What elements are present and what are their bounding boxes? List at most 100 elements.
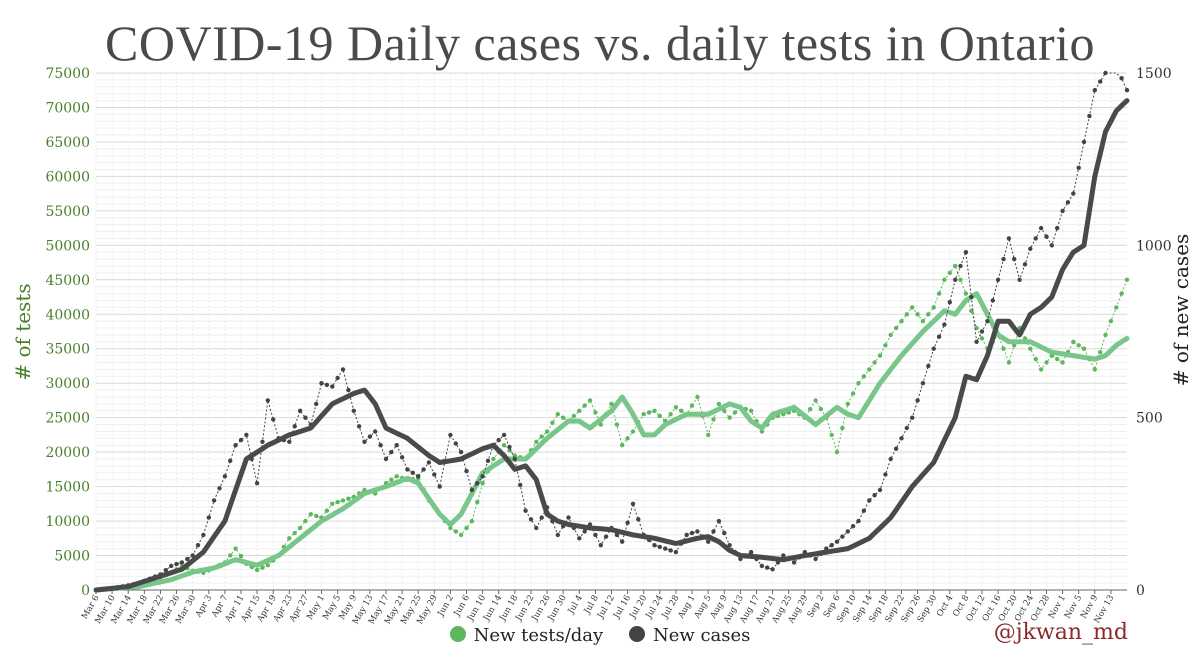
daily-point <box>936 334 942 339</box>
daily-point <box>689 403 695 408</box>
daily-point <box>657 544 662 550</box>
daily-point <box>904 425 909 431</box>
daily-point <box>421 467 426 472</box>
daily-point <box>689 530 695 536</box>
daily-point <box>217 486 222 491</box>
y-tick-left: 30000 <box>45 376 90 392</box>
legend-label-tests: New tests/day <box>473 624 604 646</box>
daily-point <box>652 408 657 413</box>
daily-point <box>732 410 738 415</box>
daily-point <box>453 529 458 534</box>
daily-point <box>706 432 711 438</box>
daily-point <box>512 456 517 462</box>
daily-point <box>893 325 899 331</box>
daily-point <box>850 524 856 529</box>
daily-point <box>1071 339 1076 344</box>
daily-point <box>469 487 475 493</box>
legend-item-tests: New tests/day <box>449 624 604 646</box>
daily-point <box>367 434 373 439</box>
daily-point <box>684 532 689 538</box>
daily-point <box>174 561 179 567</box>
daily-point <box>603 534 609 539</box>
daily-point <box>303 518 308 524</box>
daily-point <box>883 343 888 348</box>
daily-point <box>416 474 421 479</box>
daily-point <box>555 412 560 417</box>
daily-point <box>340 498 346 503</box>
y-tick-left: 0 <box>81 583 90 599</box>
daily-point <box>668 412 673 417</box>
daily-point <box>1028 346 1033 351</box>
daily-point <box>1006 360 1012 365</box>
daily-point <box>453 441 458 446</box>
daily-point <box>620 539 625 544</box>
daily-point <box>630 501 636 506</box>
y-tick-right: 1500 <box>1136 66 1172 82</box>
daily-point <box>405 467 410 472</box>
daily-point <box>759 429 765 434</box>
daily-point <box>1108 319 1114 324</box>
daily-point <box>1103 70 1108 76</box>
daily-point <box>324 508 330 513</box>
daily-point <box>260 565 265 570</box>
daily-point <box>679 408 684 413</box>
series-cases <box>93 70 1130 593</box>
daily-point <box>625 520 630 525</box>
chart-legend: New tests/day New cases <box>0 624 1200 646</box>
daily-point <box>1060 360 1065 365</box>
daily-point <box>195 543 201 548</box>
daily-point <box>539 434 544 439</box>
daily-point <box>748 549 754 555</box>
daily-point <box>926 312 931 317</box>
daily-point <box>926 363 931 369</box>
daily-point <box>324 382 330 388</box>
daily-point <box>915 312 920 317</box>
daily-point <box>432 472 437 477</box>
daily-point <box>228 458 233 463</box>
daily-point <box>1012 256 1017 262</box>
daily-point <box>1071 191 1076 196</box>
daily-point <box>856 381 861 386</box>
daily-point <box>963 250 969 255</box>
y-tick-left: 70000 <box>45 100 90 116</box>
daily-point <box>646 410 652 415</box>
daily-point <box>593 410 598 415</box>
daily-point <box>818 406 824 412</box>
daily-point <box>1044 234 1049 239</box>
daily-point <box>287 439 292 444</box>
y-tick-right: 500 <box>1136 411 1163 427</box>
daily-point <box>319 381 324 386</box>
daily-point <box>1028 246 1033 251</box>
x-tick-label: Jul 4 <box>566 594 585 617</box>
daily-point <box>840 534 845 539</box>
daily-point <box>582 403 587 408</box>
daily-point <box>641 412 646 417</box>
daily-point <box>716 518 722 524</box>
daily-point <box>292 530 297 536</box>
daily-point <box>759 563 765 569</box>
daily-point <box>458 449 464 455</box>
daily-point <box>850 391 856 396</box>
daily-point <box>657 413 662 419</box>
y-axis-title-right: # of new cases <box>1169 234 1193 387</box>
daily-point <box>356 424 362 429</box>
daily-point <box>598 543 603 548</box>
daily-point <box>1065 200 1071 205</box>
daily-point <box>668 548 673 553</box>
daily-point <box>781 553 786 558</box>
daily-point <box>1055 225 1060 231</box>
daily-point <box>765 565 770 570</box>
daily-point <box>1119 291 1124 296</box>
daily-point <box>877 353 883 358</box>
daily-point <box>555 532 560 538</box>
y-tick-left: 40000 <box>45 307 90 323</box>
daily-point <box>1081 346 1087 351</box>
daily-point <box>813 398 818 403</box>
daily-point <box>480 474 485 479</box>
daily-point <box>1001 256 1006 262</box>
daily-point <box>335 499 340 505</box>
daily-point <box>979 336 985 341</box>
daily-point <box>206 515 211 520</box>
daily-point <box>346 496 351 501</box>
